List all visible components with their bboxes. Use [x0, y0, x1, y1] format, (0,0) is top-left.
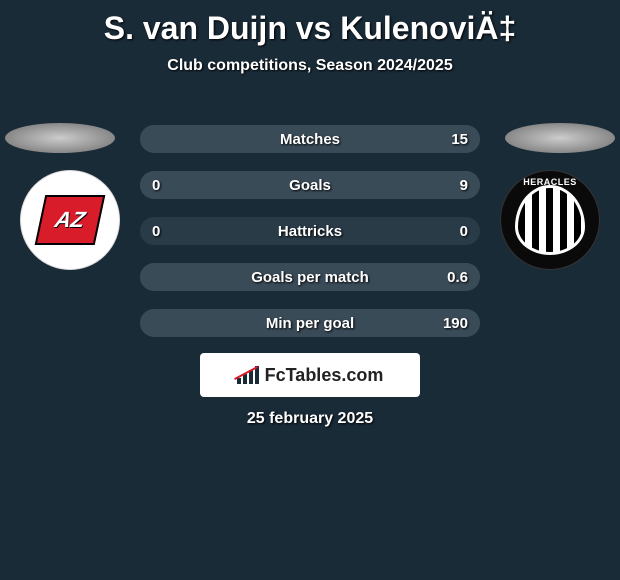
club-short-left: AZ — [53, 207, 88, 233]
stat-label: Goals per match — [140, 269, 480, 286]
stats-container: Matches 15 0 Goals 9 0 Hattricks 0 Goals… — [140, 125, 480, 355]
heracles-logo-icon — [515, 185, 585, 255]
stat-right-value: 9 — [460, 177, 468, 194]
stat-right-value: 15 — [451, 131, 468, 148]
player-photo-left — [5, 123, 115, 153]
stat-right-value: 0.6 — [447, 269, 468, 286]
stat-row-goals: 0 Goals 9 — [140, 171, 480, 199]
stat-label: Hattricks — [140, 223, 480, 240]
branding-text: FcTables.com — [265, 365, 384, 386]
comparison-title: S. van Duijn vs KulenoviÄ‡ — [0, 0, 620, 47]
chart-icon — [237, 366, 259, 384]
comparison-date: 25 february 2025 — [0, 410, 620, 428]
player-photo-right — [505, 123, 615, 153]
stat-right-value: 0 — [460, 223, 468, 240]
stat-row-mpg: Min per goal 190 — [140, 309, 480, 337]
stat-label: Min per goal — [140, 315, 480, 332]
stat-label: Goals — [140, 177, 480, 194]
az-logo-icon: AZ — [35, 195, 106, 245]
stat-row-gpm: Goals per match 0.6 — [140, 263, 480, 291]
stat-row-matches: Matches 15 — [140, 125, 480, 153]
stat-row-hattricks: 0 Hattricks 0 — [140, 217, 480, 245]
branding-badge[interactable]: FcTables.com — [200, 353, 420, 397]
comparison-subtitle: Club competitions, Season 2024/2025 — [0, 57, 620, 75]
stat-right-value: 190 — [443, 315, 468, 332]
club-badge-right: HERACLES — [500, 170, 600, 270]
stat-label: Matches — [140, 131, 480, 148]
club-badge-left: AZ — [20, 170, 120, 270]
